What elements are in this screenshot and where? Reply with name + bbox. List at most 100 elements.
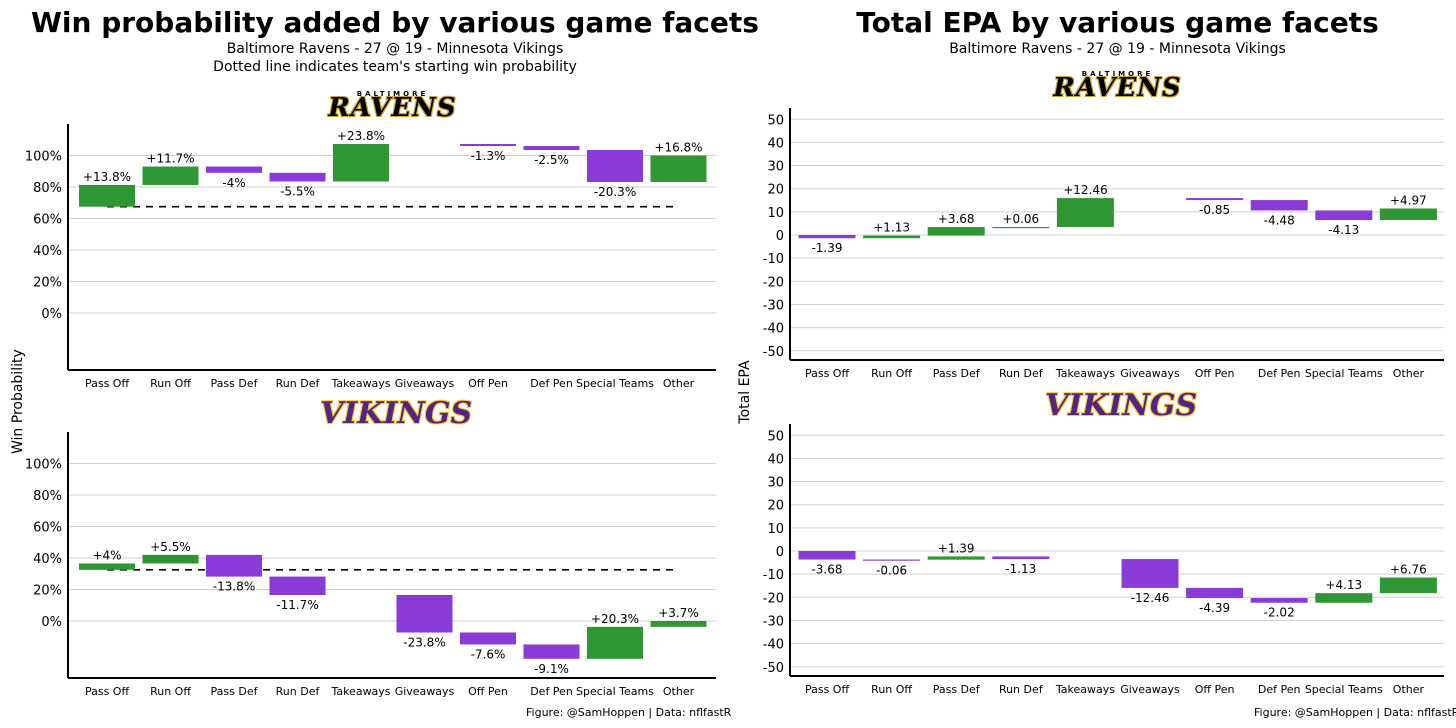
epa_vikings-data-label: +6.76 (1390, 563, 1427, 577)
wp_ravens-x-tick-label: Run Off (150, 377, 191, 390)
epa_vikings-y-tick-label: 50 (767, 429, 784, 444)
epa_vikings-x-tick-label: Def Pen (1258, 683, 1301, 696)
epa_vikings-bar-run-off (863, 559, 921, 561)
epa_vikings-x-tick-label: Pass Off (805, 683, 849, 696)
wp_ravens-bar-pass-off (79, 184, 135, 207)
wp_vikings-bar-run-off (142, 554, 199, 564)
wp_vikings-y-tick-label: 20% (33, 584, 62, 599)
vikings-logo: VIKINGS (320, 396, 473, 431)
wp_ravens-y-tick-label: 100% (25, 150, 62, 165)
epa_ravens-bar-other (1379, 208, 1437, 220)
epa_vikings-x-tick-label: Pass Def (933, 683, 981, 696)
epa_ravens-y-tick-label: 10 (767, 206, 784, 221)
wp_vikings-x-tick-label: Off Pen (468, 685, 508, 698)
wp_ravens-data-label: -5.5% (280, 184, 315, 198)
epa_ravens-x-tick-label: Run Def (999, 367, 1044, 380)
epa_vikings-bar-other (1379, 577, 1437, 594)
epa_ravens-y-tick-label: -30 (763, 298, 784, 313)
left-chart-subtitle-note: Dotted line indicates team's starting wi… (213, 59, 577, 75)
epa_ravens-bar-def-pen (1250, 200, 1308, 211)
epa_vikings-bar-giveaways (1121, 559, 1179, 588)
wp_ravens-data-label: -1.3% (471, 149, 506, 163)
left-chart-subtitle-matchup: Baltimore Ravens - 27 @ 19 - Minnesota V… (226, 41, 564, 57)
epa_ravens-x-tick-label: Run Off (871, 367, 912, 380)
wp_vikings-data-label: -13.8% (213, 580, 255, 594)
epa_ravens-bar-pass-def (927, 227, 985, 236)
epa_vikings-x-tick-label: Run Off (871, 683, 912, 696)
right-chart-title: Total EPA by various game facets (856, 6, 1379, 39)
epa_vikings-y-tick-label: -30 (763, 614, 784, 629)
epa_vikings-bar-def-pen (1250, 598, 1308, 603)
epa_vikings-x-tick-label: Off Pen (1195, 683, 1235, 696)
epa_ravens-x-tick-label: Pass Def (933, 367, 981, 380)
wp_vikings-data-label: +20.3% (591, 612, 639, 626)
wp_vikings-data-label: -11.7% (276, 598, 318, 612)
epa_ravens-x-tick-label: Special Teams (1305, 367, 1383, 380)
wp_ravens-x-tick-label: Other (663, 377, 695, 390)
epa_ravens-data-label: +12.46 (1063, 183, 1107, 197)
epa_vikings-x-tick-label: Other (1393, 683, 1425, 696)
wp_ravens-x-tick-label: Run Def (276, 377, 321, 390)
vikings-logo-right: VIKINGS (1045, 388, 1198, 423)
wp_ravens-data-label: +23.8% (337, 129, 385, 143)
epa_ravens-x-tick-label: Other (1393, 367, 1425, 380)
epa_vikings-bar-run-def (992, 556, 1050, 560)
wp_vikings-x-tick-label: Run Off (150, 685, 191, 698)
epa_vikings-data-label: -1.13 (1005, 562, 1036, 576)
epa_vikings-y-tick-label: 10 (767, 522, 784, 537)
wp_vikings-x-tick-label: Run Def (276, 685, 321, 698)
wp_vikings-data-label: -9.1% (534, 662, 569, 676)
epa_ravens-bar-pass-off (798, 235, 856, 239)
right-chart-subtitle-matchup: Baltimore Ravens - 27 @ 19 - Minnesota V… (949, 41, 1286, 57)
epa_vikings-data-label: -4.39 (1199, 601, 1230, 615)
wp_ravens-bar-special-teams (587, 149, 643, 182)
epa_vikings-y-tick-label: 40 (767, 452, 784, 467)
wp_vikings-x-tick-label: Pass Def (211, 685, 259, 698)
wp_ravens-x-tick-label: Giveaways (395, 377, 455, 390)
wp_vikings-y-tick-label: 40% (33, 552, 62, 567)
epa_vikings-x-tick-label: Giveaways (1120, 683, 1180, 696)
wp_vikings-data-label: +4% (92, 549, 121, 563)
epa_ravens-data-label: +1.13 (873, 221, 910, 235)
epa_ravens-data-label: +0.06 (1002, 212, 1039, 226)
wp_ravens-bar-run-off (142, 166, 199, 185)
epa_ravens-bar-run-off (863, 235, 921, 239)
epa_ravens-y-tick-label: -20 (763, 275, 784, 290)
wp_ravens-bar-def-pen (523, 146, 580, 150)
epa_ravens-y-tick-label: -10 (763, 252, 784, 267)
epa_ravens-x-tick-label: Off Pen (1195, 367, 1235, 380)
epa_ravens-bar-special-teams (1315, 210, 1373, 220)
wp_vikings-x-tick-label: Special Teams (576, 685, 654, 698)
epa_ravens-x-tick-label: Def Pen (1258, 367, 1301, 380)
wp_vikings-bar-pass-off (79, 563, 135, 570)
epa_ravens-data-label: +3.68 (938, 212, 975, 226)
epa_vikings-bar-pass-def (927, 556, 985, 560)
wp_ravens-bar-takeaways (333, 144, 389, 182)
ravens-logo-small-text: BALTIMORE (356, 90, 429, 98)
wp_vikings-x-tick-label: Other (663, 685, 695, 698)
wp_ravens-x-tick-label: Def Pen (530, 377, 573, 390)
epa_ravens-x-tick-label: Giveaways (1120, 367, 1180, 380)
epa_ravens-y-tick-label: 50 (767, 113, 784, 128)
wp_vikings-x-tick-label: Pass Off (85, 685, 129, 698)
wp_vikings-data-label: +5.5% (150, 540, 191, 554)
epa_ravens-x-tick-label: Pass Off (805, 367, 849, 380)
epa_vikings-bar-special-teams (1315, 593, 1373, 603)
left-caption: Figure: @SamHoppen | Data: nflfastR (526, 706, 732, 719)
epa_ravens-bar-takeaways (1056, 198, 1114, 227)
epa_ravens-y-tick-label: 0 (776, 229, 784, 244)
epa_ravens-data-label: +4.97 (1390, 193, 1427, 207)
wp_ravens-data-label: -4% (222, 176, 245, 190)
wp_ravens-data-label: +16.8% (654, 141, 702, 155)
wp_vikings-bar-off-pen (460, 632, 516, 645)
wp_vikings-data-label: +3.7% (658, 606, 699, 620)
right-caption: Figure: @SamHoppen | Data: nflfastR (1254, 706, 1456, 719)
wp_vikings-y-tick-label: 60% (33, 521, 62, 536)
epa_vikings-y-tick-label: 0 (776, 545, 784, 560)
wp_ravens-x-tick-label: Pass Off (85, 377, 129, 390)
epa_vikings-x-tick-label: Special Teams (1305, 683, 1383, 696)
wp_vikings-bar-special-teams (587, 626, 643, 659)
epa_ravens-data-label: -4.13 (1328, 223, 1359, 237)
wp_ravens-y-tick-label: 40% (33, 244, 62, 259)
epa_vikings-data-label: -0.06 (876, 564, 907, 578)
